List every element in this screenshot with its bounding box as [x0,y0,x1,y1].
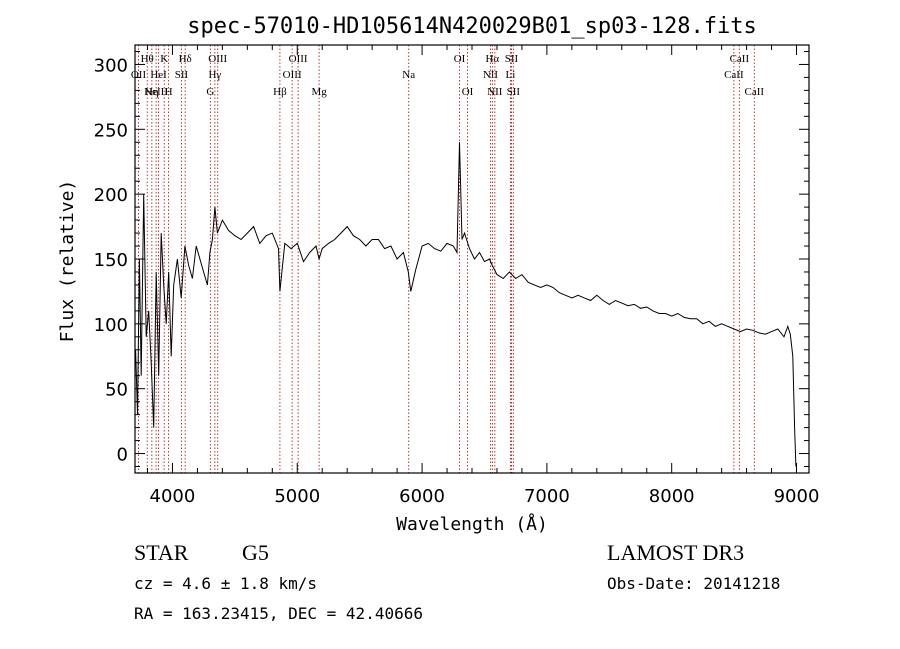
spectral-line-label: Hγ [208,69,221,81]
redshift-value: cz = 4.6 ± 1.8 km/s [134,574,318,593]
obs-date: Obs-Date: 20141218 [607,574,781,593]
spectral-line-label: SII [507,86,521,98]
y-tick-label: 50 [105,380,128,401]
spectrum-series-line [135,142,797,467]
spectral-line-label: Hδ [179,53,192,65]
spectral-line-label: Hη [145,86,159,98]
spectral-line-label: Li [506,69,516,81]
spectral-line-label: CaII [730,53,750,65]
y-tick-label: 250 [94,120,128,141]
spectral-line-label: G [206,86,214,98]
spectral-line-label: OIII [283,69,302,81]
y-tick-label: 100 [94,315,128,336]
spectral-line-label: OI [454,53,466,65]
x-axis-label: Wavelength (Å) [396,513,548,535]
spectral-line-label: NII [487,86,503,98]
spectral-line-label: SII [175,69,189,81]
y-axis-label: Flux (relative) [57,180,78,343]
spectral-line-label: NeIII [144,86,168,98]
x-tick-label: 5000 [274,486,320,507]
spectral-line-label: CaII [724,69,744,81]
x-tick-label: 9000 [774,486,820,507]
y-tick-label: 0 [117,445,128,466]
chart-title: spec-57010-HD105614N420029B01_sp03-128.f… [187,14,757,39]
x-tick-label: 4000 [150,486,196,507]
spectral-line-label: OIII [208,53,227,65]
spectral-line-label: H [165,86,173,98]
spectral-line-label: SII [505,53,519,65]
spectral-line-label: K [160,53,168,65]
spectral-line-label: CaII [745,86,765,98]
x-tick-label: 7000 [524,486,570,507]
spectral-line-label: Mg [311,86,327,98]
survey-name: LAMOST DR3 [607,540,745,565]
y-tick-label: 200 [94,185,128,206]
spectral-line-label: OIII [289,53,308,65]
spectral-line-label: HeI [150,69,167,81]
spectral-line-label: Hθ [141,53,154,65]
object-class: STAR [134,540,189,565]
x-tick-label: 6000 [399,486,445,507]
y-tick-label: 300 [94,55,128,76]
spectral-line-label: Na [402,69,415,81]
plot-frame [134,44,810,474]
spectral-line-label: Hβ [273,86,287,98]
coordinates: RA = 163.23415, DEC = 42.40666 [134,604,423,623]
x-tick-label: 8000 [649,486,695,507]
spectral-line-label: OI [462,86,474,98]
y-tick-label: 150 [94,250,128,271]
spectral-line-label: NII [483,69,499,81]
spectral-line-label: Hα [485,53,499,65]
spectral-line-label: OII [131,69,147,81]
spectral-subclass: G5 [242,540,269,565]
